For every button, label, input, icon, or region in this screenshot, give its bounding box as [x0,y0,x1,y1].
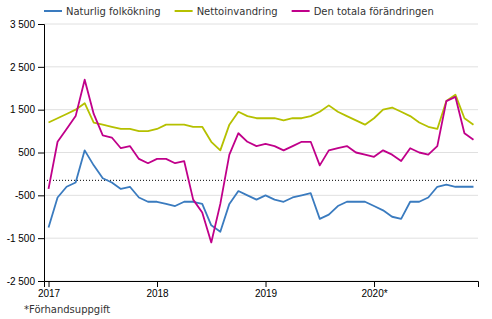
tick-label: 2018 [146,288,169,299]
grid-line [44,195,478,196]
grid-line [44,109,478,110]
marks [44,80,478,243]
tick-label: 2019 [255,288,278,299]
tick-label: 2017 [38,288,61,299]
tick: 2017 [38,281,61,299]
tick-label: 1 500 [10,104,35,115]
tick-label: 2 500 [10,62,35,73]
tick-label: -1 500 [7,233,36,244]
tick: 2018 [146,281,169,299]
legend-label: Den totala förändringen [314,6,434,17]
tick-mark [38,281,44,282]
tick: 1 500 [10,104,44,115]
y-axis: -2 500 -1 500 -500 500 1 500 2 500 3 500 [7,19,45,287]
legend-swatch [292,10,310,12]
tick-mark [38,195,44,196]
tick-mark [38,153,44,154]
tick-label: -2 500 [7,276,36,287]
series-line [49,95,474,151]
footnote: *Förhandsuppgift [24,304,110,315]
axis-line [45,282,479,288]
tick-mark [374,281,375,287]
plot: -2 500-1 500-5005001 5002 5003 500201720… [7,19,479,299]
tick-mark [38,67,44,68]
grid-line [44,66,478,67]
chart: -2 500-1 500-5005001 5002 5003 500201720… [0,0,492,319]
grid-line [44,238,478,239]
legend-label: Naturlig folkökning [66,6,161,17]
legend-item: Nettoinvandring [175,6,278,17]
tick-label: 3 500 [10,19,35,30]
series-line [49,80,474,243]
tick: 2019 [255,281,278,299]
legend: Naturlig folkökning Nettoinvandring Den to… [44,6,434,17]
axis-line [38,25,45,282]
x-axis: 2017 2018 2019 2020* [38,281,479,299]
tick-mark [49,281,50,287]
legend-swatch [175,10,193,12]
tick-mark [38,110,44,111]
legend-item: Den totala förändringen [292,6,434,17]
tick-mark [38,238,44,239]
tick: 2 500 [10,62,44,73]
tick: -1 500 [7,233,44,244]
grid-line [44,152,478,153]
legend-item: Naturlig folkökning [44,6,161,17]
series-line [49,150,474,231]
tick: -500 [15,190,44,201]
tick-label: 2020* [361,288,387,299]
tick-mark [38,24,44,25]
tick: 3 500 [10,19,44,30]
tick: 500 [18,147,44,158]
tick-mark [157,281,158,287]
legend-label: Nettoinvandring [197,6,278,17]
tick: 2020* [361,281,387,299]
grid [44,24,478,281]
tick-label: -500 [15,190,35,201]
legend-swatch [44,10,62,12]
grid-line [44,24,478,25]
tick: -2 500 [7,276,44,287]
tick-mark [266,281,267,287]
tick-label: 500 [18,147,35,158]
